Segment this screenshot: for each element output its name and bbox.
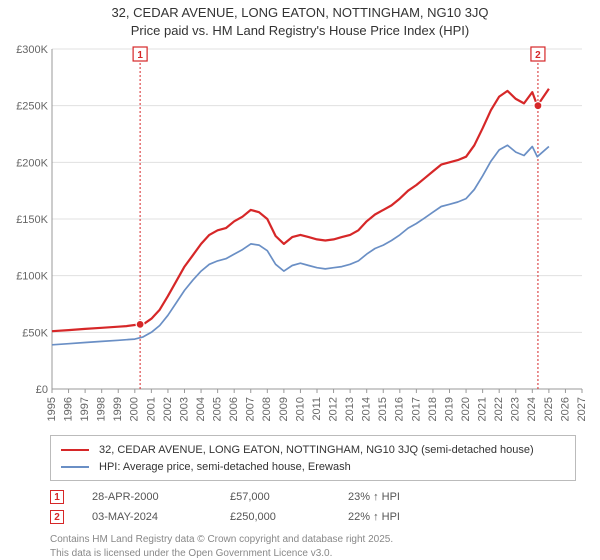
svg-text:2022: 2022 <box>493 397 505 421</box>
svg-text:1998: 1998 <box>96 397 108 421</box>
svg-text:2012: 2012 <box>327 397 339 421</box>
events-table: 1 28-APR-2000 £57,000 23% ↑ HPI 2 03-MAY… <box>50 487 576 527</box>
svg-text:2002: 2002 <box>162 397 174 421</box>
title-line-1: 32, CEDAR AVENUE, LONG EATON, NOTTINGHAM… <box>0 4 600 22</box>
event-marker-1: 1 <box>50 490 64 504</box>
svg-text:2000: 2000 <box>129 397 141 421</box>
svg-text:£100K: £100K <box>16 271 48 283</box>
svg-text:2025: 2025 <box>543 397 555 421</box>
event-date-1: 28-APR-2000 <box>92 491 202 503</box>
svg-text:1999: 1999 <box>112 397 124 421</box>
svg-text:2011: 2011 <box>311 397 323 421</box>
svg-text:2016: 2016 <box>394 397 406 421</box>
event-marker-2: 2 <box>50 510 64 524</box>
svg-text:£200K: £200K <box>16 157 48 169</box>
svg-text:2014: 2014 <box>361 397 373 421</box>
event-diff-1: 23% ↑ HPI <box>348 491 400 503</box>
svg-text:2010: 2010 <box>294 397 306 421</box>
event-row-2: 2 03-MAY-2024 £250,000 22% ↑ HPI <box>50 507 576 527</box>
svg-text:2004: 2004 <box>195 397 207 421</box>
footer: Contains HM Land Registry data © Crown c… <box>50 533 576 560</box>
line-chart-svg: £0 £50K £100K £150K £200K £250K £300K 1995 1996 1… <box>6 43 590 429</box>
svg-text:2013: 2013 <box>344 397 356 421</box>
svg-text:2001: 2001 <box>145 397 157 421</box>
svg-text:£250K: £250K <box>16 101 48 113</box>
legend-swatch-property <box>61 449 89 451</box>
svg-text:2020: 2020 <box>460 397 472 421</box>
legend: 32, CEDAR AVENUE, LONG EATON, NOTTINGHAM… <box>50 435 576 481</box>
svg-text:2019: 2019 <box>443 397 455 421</box>
svg-text:2015: 2015 <box>377 397 389 421</box>
svg-text:1996: 1996 <box>62 397 74 421</box>
svg-text:2003: 2003 <box>178 397 190 421</box>
legend-label-hpi: HPI: Average price, semi-detached house,… <box>99 459 351 476</box>
svg-text:2026: 2026 <box>559 397 571 421</box>
svg-text:£300K: £300K <box>16 44 48 56</box>
event-date-2: 03-MAY-2024 <box>92 511 202 523</box>
svg-text:1: 1 <box>137 50 143 61</box>
svg-text:2024: 2024 <box>526 397 538 421</box>
legend-swatch-hpi <box>61 466 89 468</box>
event-price-1: £57,000 <box>230 491 320 503</box>
event-row-1: 1 28-APR-2000 £57,000 23% ↑ HPI <box>50 487 576 507</box>
chart-area: £0 £50K £100K £150K £200K £250K £300K 1995 1996 1… <box>6 43 590 429</box>
svg-text:2021: 2021 <box>477 397 489 421</box>
chart-container: 32, CEDAR AVENUE, LONG EATON, NOTTINGHAM… <box>0 0 600 560</box>
svg-text:2006: 2006 <box>228 397 240 421</box>
legend-row-hpi: HPI: Average price, semi-detached house,… <box>61 459 565 476</box>
svg-text:£150K: £150K <box>16 214 48 226</box>
svg-text:1995: 1995 <box>46 397 58 421</box>
legend-row-property: 32, CEDAR AVENUE, LONG EATON, NOTTINGHAM… <box>61 442 565 459</box>
svg-text:2017: 2017 <box>410 397 422 421</box>
svg-text:£0: £0 <box>36 384 48 396</box>
svg-text:2005: 2005 <box>212 397 224 421</box>
title-line-2: Price paid vs. HM Land Registry's House … <box>0 22 600 40</box>
svg-text:2018: 2018 <box>427 397 439 421</box>
svg-text:2023: 2023 <box>510 397 522 421</box>
svg-text:1997: 1997 <box>79 397 91 421</box>
title-block: 32, CEDAR AVENUE, LONG EATON, NOTTINGHAM… <box>0 0 600 39</box>
svg-text:2007: 2007 <box>245 397 257 421</box>
event-price-2: £250,000 <box>230 511 320 523</box>
svg-text:2008: 2008 <box>261 397 273 421</box>
footer-line-2: This data is licensed under the Open Gov… <box>50 547 576 560</box>
svg-text:£50K: £50K <box>22 327 48 339</box>
footer-line-1: Contains HM Land Registry data © Crown c… <box>50 533 576 547</box>
svg-text:2009: 2009 <box>278 397 290 421</box>
svg-text:2027: 2027 <box>576 397 588 421</box>
event-diff-2: 22% ↑ HPI <box>348 511 400 523</box>
legend-label-property: 32, CEDAR AVENUE, LONG EATON, NOTTINGHAM… <box>99 442 534 459</box>
svg-text:2: 2 <box>535 50 541 61</box>
